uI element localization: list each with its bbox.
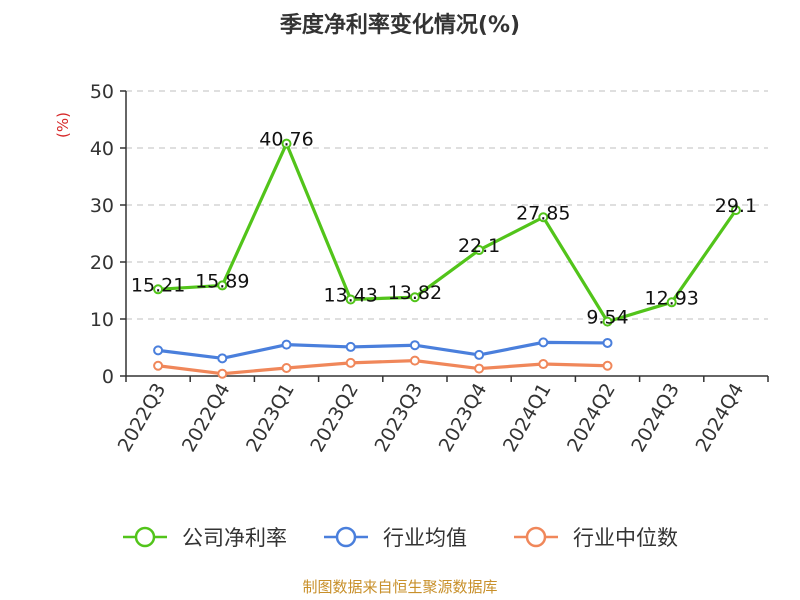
series-line-0 xyxy=(158,142,738,324)
data-point xyxy=(666,297,677,308)
data-point xyxy=(281,138,292,149)
data-label: 29.1 xyxy=(715,195,757,217)
source-note: 制图数据来自恒生聚源数据库 xyxy=(302,578,497,596)
y-tick-label: 30 xyxy=(90,195,114,217)
data-point xyxy=(474,363,485,374)
x-tick-label: 2023Q2 xyxy=(306,380,363,456)
data-label: 12.93 xyxy=(644,287,698,309)
data-point xyxy=(730,205,741,216)
x-tick-label: 2024Q3 xyxy=(627,380,684,456)
x-tick-label: 2024Q2 xyxy=(563,380,620,456)
data-label: 15.21 xyxy=(131,274,185,296)
legend: 公司净利率 行业均值 行业中位数 xyxy=(123,526,678,550)
data-label: 13.82 xyxy=(388,282,442,304)
data-point xyxy=(474,349,485,360)
legend-marker xyxy=(335,526,357,548)
y-tick-label: 40 xyxy=(90,138,114,160)
data-point xyxy=(602,360,613,371)
x-tick-label: 2024Q1 xyxy=(499,380,556,456)
grid-lines xyxy=(126,90,768,320)
legend-marker xyxy=(134,526,156,548)
data-label: 13.43 xyxy=(323,284,377,306)
y-tick-label: 10 xyxy=(90,309,114,331)
data-point xyxy=(474,245,485,256)
data-point xyxy=(409,355,420,366)
x-tick-label: 2024Q4 xyxy=(691,380,748,456)
data-label: 40.76 xyxy=(259,129,313,151)
x-tick-label: 2023Q1 xyxy=(242,380,299,456)
data-point xyxy=(281,339,292,350)
data-point xyxy=(409,340,420,351)
data-label: 9.54 xyxy=(586,307,628,329)
data-label: 27.85 xyxy=(516,202,570,224)
x-tick-label: 2022Q4 xyxy=(178,380,235,456)
series-line-2 xyxy=(157,359,608,376)
data-point xyxy=(153,345,164,356)
data-point xyxy=(281,363,292,374)
series-line-1 xyxy=(157,340,608,360)
data-labels: 15.21 15.89 40.76 13.43 13.82 22.1 27.85 9.54 12… xyxy=(131,129,757,329)
data-point xyxy=(538,337,549,348)
data-point xyxy=(538,212,549,223)
x-tick-label: 2023Q3 xyxy=(370,380,427,456)
data-point xyxy=(345,357,356,368)
data-point xyxy=(602,316,613,327)
legend-label[interactable]: 行业中位数 xyxy=(573,526,678,550)
series-lines xyxy=(153,138,741,379)
y-tick-label: 0 xyxy=(102,366,114,388)
legend-marker xyxy=(525,526,547,548)
legend-label[interactable]: 公司净利率 xyxy=(182,526,287,550)
data-point xyxy=(217,280,228,291)
y-tick-label: 20 xyxy=(90,252,114,274)
data-point xyxy=(217,368,228,379)
data-point xyxy=(602,337,613,348)
data-label: 22.1 xyxy=(458,235,500,257)
data-point xyxy=(153,284,164,295)
data-point xyxy=(153,360,164,371)
y-axis-unit: (%) xyxy=(54,112,72,138)
x-tick-label: 2023Q4 xyxy=(435,379,492,455)
data-point xyxy=(409,292,420,303)
x-tick-label: 2022Q3 xyxy=(114,380,171,456)
data-point xyxy=(538,359,549,370)
y-tick-label: 50 xyxy=(90,81,114,103)
data-point xyxy=(345,294,356,305)
legend-label[interactable]: 行业均值 xyxy=(383,526,467,550)
chart-title: 季度净利率变化情况(%) xyxy=(280,12,520,38)
data-label: 15.89 xyxy=(195,270,249,292)
data-point xyxy=(217,353,228,364)
data-point xyxy=(345,341,356,352)
